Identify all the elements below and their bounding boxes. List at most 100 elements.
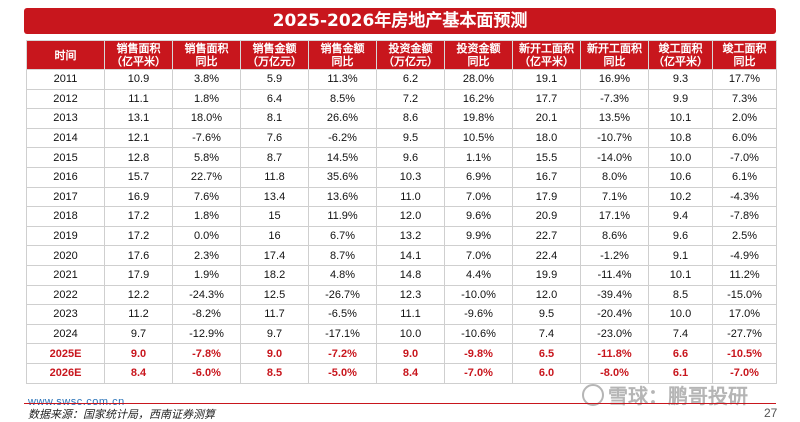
year-cell: 2023 (26, 304, 105, 325)
table-row: 2014 12.1 -7.6% 7.6 -6.2% 9.5 10.5% 18.0 -10.7% 1… (26, 127, 777, 149)
year-cell: 2017 (26, 186, 105, 208)
forecast-table: 时间 销售面积 （亿平米） 销售面积 同比 销售金额 （万亿元） 销售金额 同比 投资金额 （万亿元… (26, 40, 777, 384)
column-header-line2: 同比 (603, 55, 626, 68)
year-cell: 2025E (26, 343, 105, 364)
value-cell: 7.0% (444, 245, 513, 266)
value-cell: 6.0% (712, 127, 777, 149)
value-cell: -11.8% (580, 343, 649, 364)
value-cell: 9.9 (648, 88, 713, 110)
table-row: 2022 12.2 -24.3% 12.5 -26.7% 12.3 -10.0% 12.0 -3… (26, 284, 777, 306)
column-header-line1: 新开工面积 (587, 42, 642, 55)
value-cell: 11.1 (104, 88, 173, 110)
value-cell: 12.1 (104, 127, 173, 149)
footer-divider (24, 403, 776, 404)
value-cell: 2.0% (712, 108, 777, 129)
value-cell: -27.7% (712, 323, 777, 345)
value-cell: 11.0 (376, 186, 445, 208)
year-cell: 2013 (26, 108, 105, 129)
year-cell: 2018 (26, 206, 105, 227)
value-cell: -7.8% (712, 206, 777, 227)
value-cell: 8.5 (648, 284, 713, 306)
value-cell: 3.8% (172, 69, 241, 90)
value-cell: 18.0% (172, 108, 241, 129)
column-header: 时间 (26, 40, 105, 70)
value-cell: 19.8% (444, 108, 513, 129)
value-cell: 17.9 (512, 186, 581, 208)
value-cell: 19.9 (512, 264, 581, 286)
value-cell: -7.8% (172, 343, 241, 364)
table-title: 2025-2026年房地产基本面预测 (24, 8, 776, 34)
value-cell: 6.5 (512, 343, 581, 364)
value-cell: 16.7 (512, 166, 581, 188)
value-cell: 20.9 (512, 206, 581, 227)
value-cell: 9.9% (444, 225, 513, 247)
value-cell: 14.8 (376, 264, 445, 286)
column-header: 销售面积 同比 (172, 40, 241, 70)
value-cell: 16 (240, 225, 309, 247)
value-cell: 9.1 (648, 245, 713, 266)
table-row: 2018 17.2 1.8% 15 11.9% 12.0 9.6% 20.9 17.1% 9.4-… (26, 206, 777, 227)
forecast-row: 2025E 9.0 -7.8% 9.0 -7.2% 9.0 -9.8% 6.5 -11.8% 6.… (26, 343, 777, 364)
value-cell: -7.2% (308, 343, 377, 364)
value-cell: 6.1% (712, 166, 777, 188)
table-row: 2020 17.6 2.3% 17.4 8.7% 14.1 7.0% 22.4 -1.2% 9.1… (26, 245, 777, 266)
value-cell: 6.7% (308, 225, 377, 247)
value-cell: 12.0 (512, 284, 581, 306)
column-header: 投资金额 （万亿元） (376, 40, 445, 70)
xueqiu-logo-icon (582, 384, 604, 406)
table-row: 2017 16.9 7.6% 13.4 13.6% 11.0 7.0% 17.9 7.1% 10.… (26, 186, 777, 208)
value-cell: 7.6 (240, 127, 309, 149)
value-cell: 17.2 (104, 206, 173, 227)
value-cell: -10.0% (444, 284, 513, 306)
column-header-line2: 同比 (331, 55, 354, 68)
value-cell: -5.0% (308, 362, 377, 384)
value-cell: 7.0% (444, 186, 513, 208)
value-cell: 22.7% (172, 166, 241, 188)
column-header: 新开工面积 （亿平米） (512, 40, 581, 70)
value-cell: 15 (240, 206, 309, 227)
value-cell: 6.2 (376, 69, 445, 90)
column-header-line2: 同比 (467, 55, 490, 68)
value-cell: 35.6% (308, 166, 377, 188)
column-header-line2: （亿平米） (111, 55, 166, 68)
value-cell: 26.6% (308, 108, 377, 129)
value-cell: -17.1% (308, 323, 377, 345)
value-cell: 13.4 (240, 186, 309, 208)
value-cell: 5.8% (172, 147, 241, 168)
column-header-line1: 投资金额 (456, 42, 501, 55)
value-cell: -4.9% (712, 245, 777, 266)
column-header-line1: 销售面积 (116, 42, 161, 55)
value-cell: 4.4% (444, 264, 513, 286)
column-header-line1: 竣工面积 (722, 42, 767, 55)
year-cell: 2024 (26, 323, 105, 345)
value-cell: 0.0% (172, 225, 241, 247)
value-cell: 9.6 (648, 225, 713, 247)
table-row: 2015 12.8 5.8% 8.7 14.5% 9.6 1.1% 15.5 -14.0% 10.… (26, 147, 777, 168)
year-cell: 2019 (26, 225, 105, 247)
value-cell: 8.6 (376, 108, 445, 129)
table-header-row: 时间 销售面积 （亿平米） 销售面积 同比 销售金额 （万亿元） 销售金额 同比 投资金额 （万亿元… (26, 40, 777, 70)
value-cell: -4.3% (712, 186, 777, 208)
value-cell: 17.7 (512, 88, 581, 110)
value-cell: -6.5% (308, 304, 377, 325)
column-header-line2: （亿平米） (653, 55, 708, 68)
value-cell: 8.4 (104, 362, 173, 384)
value-cell: -12.9% (172, 323, 241, 345)
value-cell: -23.0% (580, 323, 649, 345)
column-header-line2: 同比 (733, 55, 756, 68)
column-header-line1: 时间 (54, 48, 77, 62)
value-cell: 11.2 (104, 304, 173, 325)
table-row: 2013 13.1 18.0% 8.1 26.6% 8.6 19.8% 20.1 13.5% 10… (26, 108, 777, 129)
column-header-line1: 销售面积 (184, 42, 229, 55)
value-cell: 1.1% (444, 147, 513, 168)
table-row: 2021 17.9 1.9% 18.2 4.8% 14.8 4.4% 19.9 -11.4% 10… (26, 264, 777, 286)
value-cell: 12.0 (376, 206, 445, 227)
value-cell: 6.6 (648, 343, 713, 364)
value-cell: -8.2% (172, 304, 241, 325)
value-cell: 16.2% (444, 88, 513, 110)
value-cell: 20.1 (512, 108, 581, 129)
value-cell: 9.7 (240, 323, 309, 345)
column-header-line1: 销售金额 (252, 42, 297, 55)
value-cell: 8.4 (376, 362, 445, 384)
column-header: 新开工面积 同比 (580, 40, 649, 70)
